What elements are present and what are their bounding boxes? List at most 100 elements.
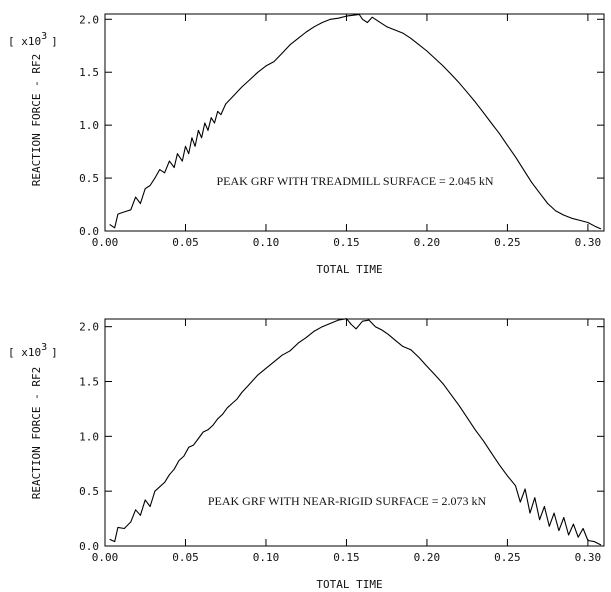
data-point (140, 514, 141, 516)
data-point (515, 156, 516, 158)
x-tick-label: 0.15 (333, 236, 360, 249)
x-tick-label: 0.30 (575, 551, 602, 564)
data-point (499, 464, 500, 466)
data-point (109, 539, 111, 540)
x-tick-label: 0.20 (414, 551, 441, 564)
data-point (338, 17, 339, 19)
peak-annotation: PEAK GRF WITH TREADMILL SURFACE = 2.045 … (216, 174, 493, 188)
data-point (241, 392, 243, 393)
plot-frame (104, 13, 605, 232)
data-point (587, 540, 589, 541)
data-point (482, 112, 484, 113)
x-axis-label: TOTAL TIME (316, 263, 382, 276)
data-point (394, 29, 396, 31)
data-point (236, 398, 238, 400)
data-point (249, 383, 251, 385)
data-point (164, 482, 166, 483)
data-point (185, 145, 186, 147)
data-point (257, 71, 259, 73)
x-tick-label: 0.00 (92, 236, 119, 249)
data-point (164, 172, 166, 174)
data-point (466, 91, 468, 93)
multiplier-exponent: 3 (41, 342, 47, 353)
data-point (386, 26, 388, 28)
data-point (568, 534, 569, 536)
x-tick-label: 0.10 (253, 551, 280, 564)
data-point (281, 52, 283, 54)
data-point (442, 383, 444, 385)
x-tick-label: 0.25 (494, 236, 521, 249)
data-point (573, 523, 574, 525)
data-point (394, 339, 396, 341)
data-point (220, 114, 222, 115)
data-point (214, 122, 215, 124)
data-point (378, 21, 379, 22)
data-point (202, 431, 204, 433)
x-tick-label: 0.05 (172, 236, 199, 249)
data-point (313, 26, 315, 28)
data-point (529, 512, 531, 514)
data-point (222, 414, 223, 415)
data-point (368, 319, 370, 321)
data-point (273, 361, 275, 363)
data-point (321, 326, 323, 328)
data-point (169, 160, 170, 162)
data-point (297, 342, 299, 344)
data-point (539, 519, 540, 521)
x-tick-label: 0.25 (494, 551, 521, 564)
data-point (225, 103, 227, 105)
data-point (381, 329, 383, 331)
series-line (109, 318, 602, 546)
data-point (523, 169, 524, 171)
data-point (265, 367, 267, 369)
data-point (544, 506, 545, 507)
data-point (289, 350, 291, 352)
multiplier-prefix: [ x10 (8, 35, 41, 48)
data-point (123, 211, 125, 213)
data-point (362, 320, 363, 322)
chart-near-rigid: 0.00 0.05 0.10 0.15 0.20 0.25 0.30 0.0 0.5 1.0 1.5… (8, 318, 605, 591)
data-point (410, 37, 412, 39)
y-multiplier: [ x103] (8, 342, 58, 359)
x-tick-label: 0.15 (333, 551, 360, 564)
data-point (183, 455, 185, 457)
data-point (191, 137, 193, 139)
data-point (418, 44, 420, 46)
data-point (563, 517, 565, 518)
data-point (482, 440, 484, 442)
data-point (507, 475, 508, 477)
data-point (130, 521, 132, 523)
data-point (434, 58, 436, 59)
data-point (600, 228, 602, 230)
data-point (210, 117, 212, 119)
y-tick-label: 1.5 (79, 376, 99, 389)
data-point (531, 181, 532, 183)
data-point (289, 44, 291, 46)
data-point (233, 95, 235, 96)
data-point (117, 527, 119, 528)
data-point (313, 330, 315, 332)
multiplier-prefix: [ x10 (8, 346, 41, 359)
data-point (149, 506, 151, 507)
data-point (159, 486, 161, 488)
data-point (188, 446, 190, 448)
multiplier-exponent: 3 (41, 31, 47, 42)
data-point (582, 528, 584, 529)
data-point (362, 18, 363, 20)
data-point (571, 217, 573, 219)
data-point (281, 354, 283, 356)
data-point (178, 460, 180, 461)
data-point (426, 50, 428, 52)
data-point (375, 326, 376, 328)
data-point (144, 499, 146, 501)
data-point (499, 133, 500, 135)
data-point (466, 417, 468, 419)
data-point (173, 468, 175, 470)
data-point (159, 169, 161, 171)
y-multiplier: [ x103] (8, 31, 58, 48)
y-tick-label: 1.0 (79, 430, 99, 443)
data-point (547, 203, 549, 204)
data-point (515, 485, 516, 487)
data-point (181, 160, 183, 162)
data-point (426, 365, 428, 367)
